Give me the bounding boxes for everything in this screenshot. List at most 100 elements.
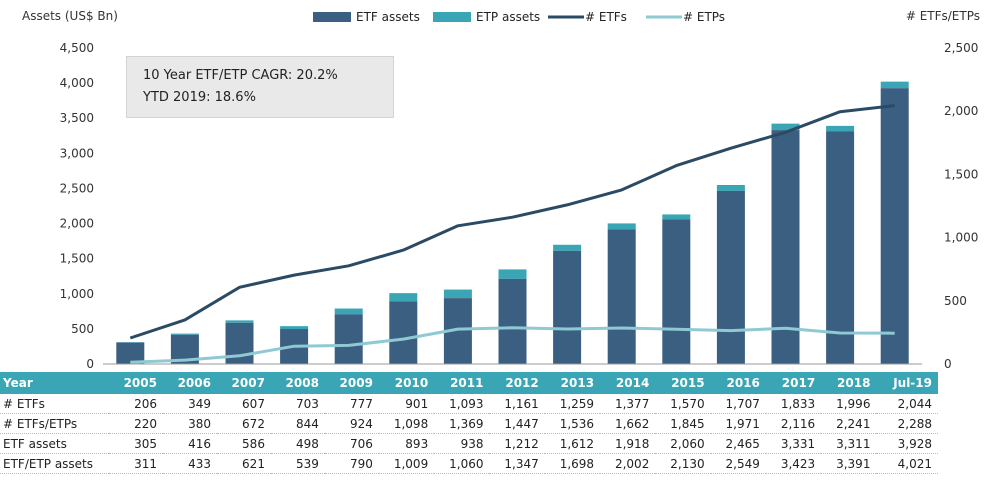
table-cell: 1,996 [821,394,877,414]
table-row-label: ETF assets [0,433,109,454]
bar-etf-assets [607,229,636,364]
bar-etf-assets [553,250,582,364]
bar-etf-assets [771,130,800,364]
table-cell: 586 [216,433,271,454]
table-cell: 349 [162,394,217,414]
table-cell: 3,391 [821,453,877,474]
bar-etf-assets [498,278,527,364]
table-cell: 3,331 [765,433,822,454]
y-right-axis-label: # ETFs/ETPs [906,9,980,23]
table-cell: 2,549 [710,453,766,474]
legend-label-etps: # ETPs [683,10,725,24]
table-header-cell: 2005 [109,372,163,394]
bar-etf-assets [334,314,363,364]
table-cell: 2,044 [876,394,938,414]
y-left-tick-label: 4,000 [60,76,94,90]
bar-etp-assets [443,289,472,299]
bar-etp-assets [225,320,254,323]
bar-etp-assets [771,123,800,131]
table-header-cell: 2009 [324,372,379,394]
y-right-tick-label: 0 [944,357,952,371]
bar-etf-assets [389,301,418,364]
table-header-cell: 2013 [544,372,601,394]
table-cell: 1,845 [655,413,711,434]
bar-etp-assets [607,223,636,230]
table-cell: 703 [270,394,325,414]
table-cell: 607 [216,394,271,414]
table-header-year: Year [0,372,109,394]
table-cell: 2,002 [600,453,656,474]
legend-label-etf-assets: ETF assets [356,10,420,24]
y-left-axis-label: Assets (US$ Bn) [22,9,118,23]
y-left-tick-label: 3,500 [60,111,94,125]
legend-swatch-etp-assets [433,12,471,22]
table-cell: 706 [324,433,379,454]
bars [116,81,909,364]
table-cell: 539 [270,453,325,474]
legend-label-etp-assets: ETP assets [476,10,540,24]
table-body: # ETFs 206 349 607 703 777 901 1,093 1,161 1,259 1… [0,394,938,474]
table-cell: 1,009 [378,453,435,474]
bar-etp-assets [662,214,691,220]
y-right-tick-label: 500 [944,294,967,308]
table-cell: 844 [270,413,325,434]
line-etfs [129,104,895,340]
cagr-annotation-line: 10 Year ETF/ETP CAGR: 20.2% [143,68,338,83]
table-header-row: Year 2005 2006 2007 2008 2009 2010 2011 2012 2013… [0,372,938,394]
bar-etf-assets [880,88,909,364]
table-header-cell: 2007 [216,372,271,394]
table-cell: 498 [270,433,325,454]
bar-etp-assets [498,269,527,279]
y-right-ticks: 0 500 1,000 1,500 2,000 2,500 [944,41,978,371]
legend-swatch-etf-assets [313,12,351,22]
table-cell: 893 [378,433,435,454]
table-cell: 1,918 [600,433,656,454]
bar-etp-assets [334,308,363,315]
table-cell: 621 [216,453,271,474]
table-cell: 1,161 [489,394,545,414]
y-right-tick-label: 2,000 [944,104,978,118]
table-cell: 1,447 [489,413,545,434]
table-cell: 3,311 [821,433,877,454]
bar-etf-assets [716,190,745,364]
table-header-cell: 2006 [162,372,217,394]
table-cell: 433 [162,453,217,474]
legend-label-etfs: # ETFs [585,10,627,24]
bar-etf-assets [116,342,145,364]
table-cell: 311 [109,453,163,474]
table-cell: 1,971 [710,413,766,434]
table-header-cell: 2018 [821,372,877,394]
table-cell: 1,707 [710,394,766,414]
table-cell: 924 [324,413,379,434]
bar-etp-assets [170,333,199,335]
lines [129,104,895,364]
bar-etp-assets [880,81,909,89]
table-header-cell: 2016 [710,372,766,394]
table-cell: 305 [109,433,163,454]
table-cell: 416 [162,433,217,454]
y-left-ticks: 0 500 1,000 1,500 2,000 2,500 3,000 3,500 4,000 4… [60,41,94,371]
table-cell: 3,423 [765,453,822,474]
y-left-tick-label: 2,000 [60,217,94,231]
table-row: # ETFs/ETPs 220 380 672 844 924 1,098 1,369 1,44… [0,413,938,434]
table-cell: 1,098 [378,413,435,434]
table-row-label: # ETFs/ETPs [0,413,109,434]
table-row-label: # ETFs [0,394,109,414]
bar-etp-assets [389,293,418,302]
table-header-cell: 2011 [434,372,490,394]
table-cell: 380 [162,413,217,434]
data-table: Year 2005 2006 2007 2008 2009 2010 2011 2012 2013… [0,372,938,474]
table-cell: 2,130 [655,453,711,474]
table-cell: 777 [324,394,379,414]
chart: Assets (US$ Bn) # ETFs/ETPs ETF assets E… [22,9,980,371]
table-cell: 1,212 [489,433,545,454]
y-left-tick-label: 1,000 [60,287,94,301]
table-cell: 4,021 [876,453,938,474]
bar-etp-assets [716,185,745,191]
table-cell: 1,377 [600,394,656,414]
table-row-label: ETF/ETP assets [0,453,109,474]
y-left-tick-label: 2,500 [60,181,94,195]
bar-etp-assets [280,326,309,330]
table-cell: 2,241 [821,413,877,434]
bar-etf-assets [826,131,855,364]
